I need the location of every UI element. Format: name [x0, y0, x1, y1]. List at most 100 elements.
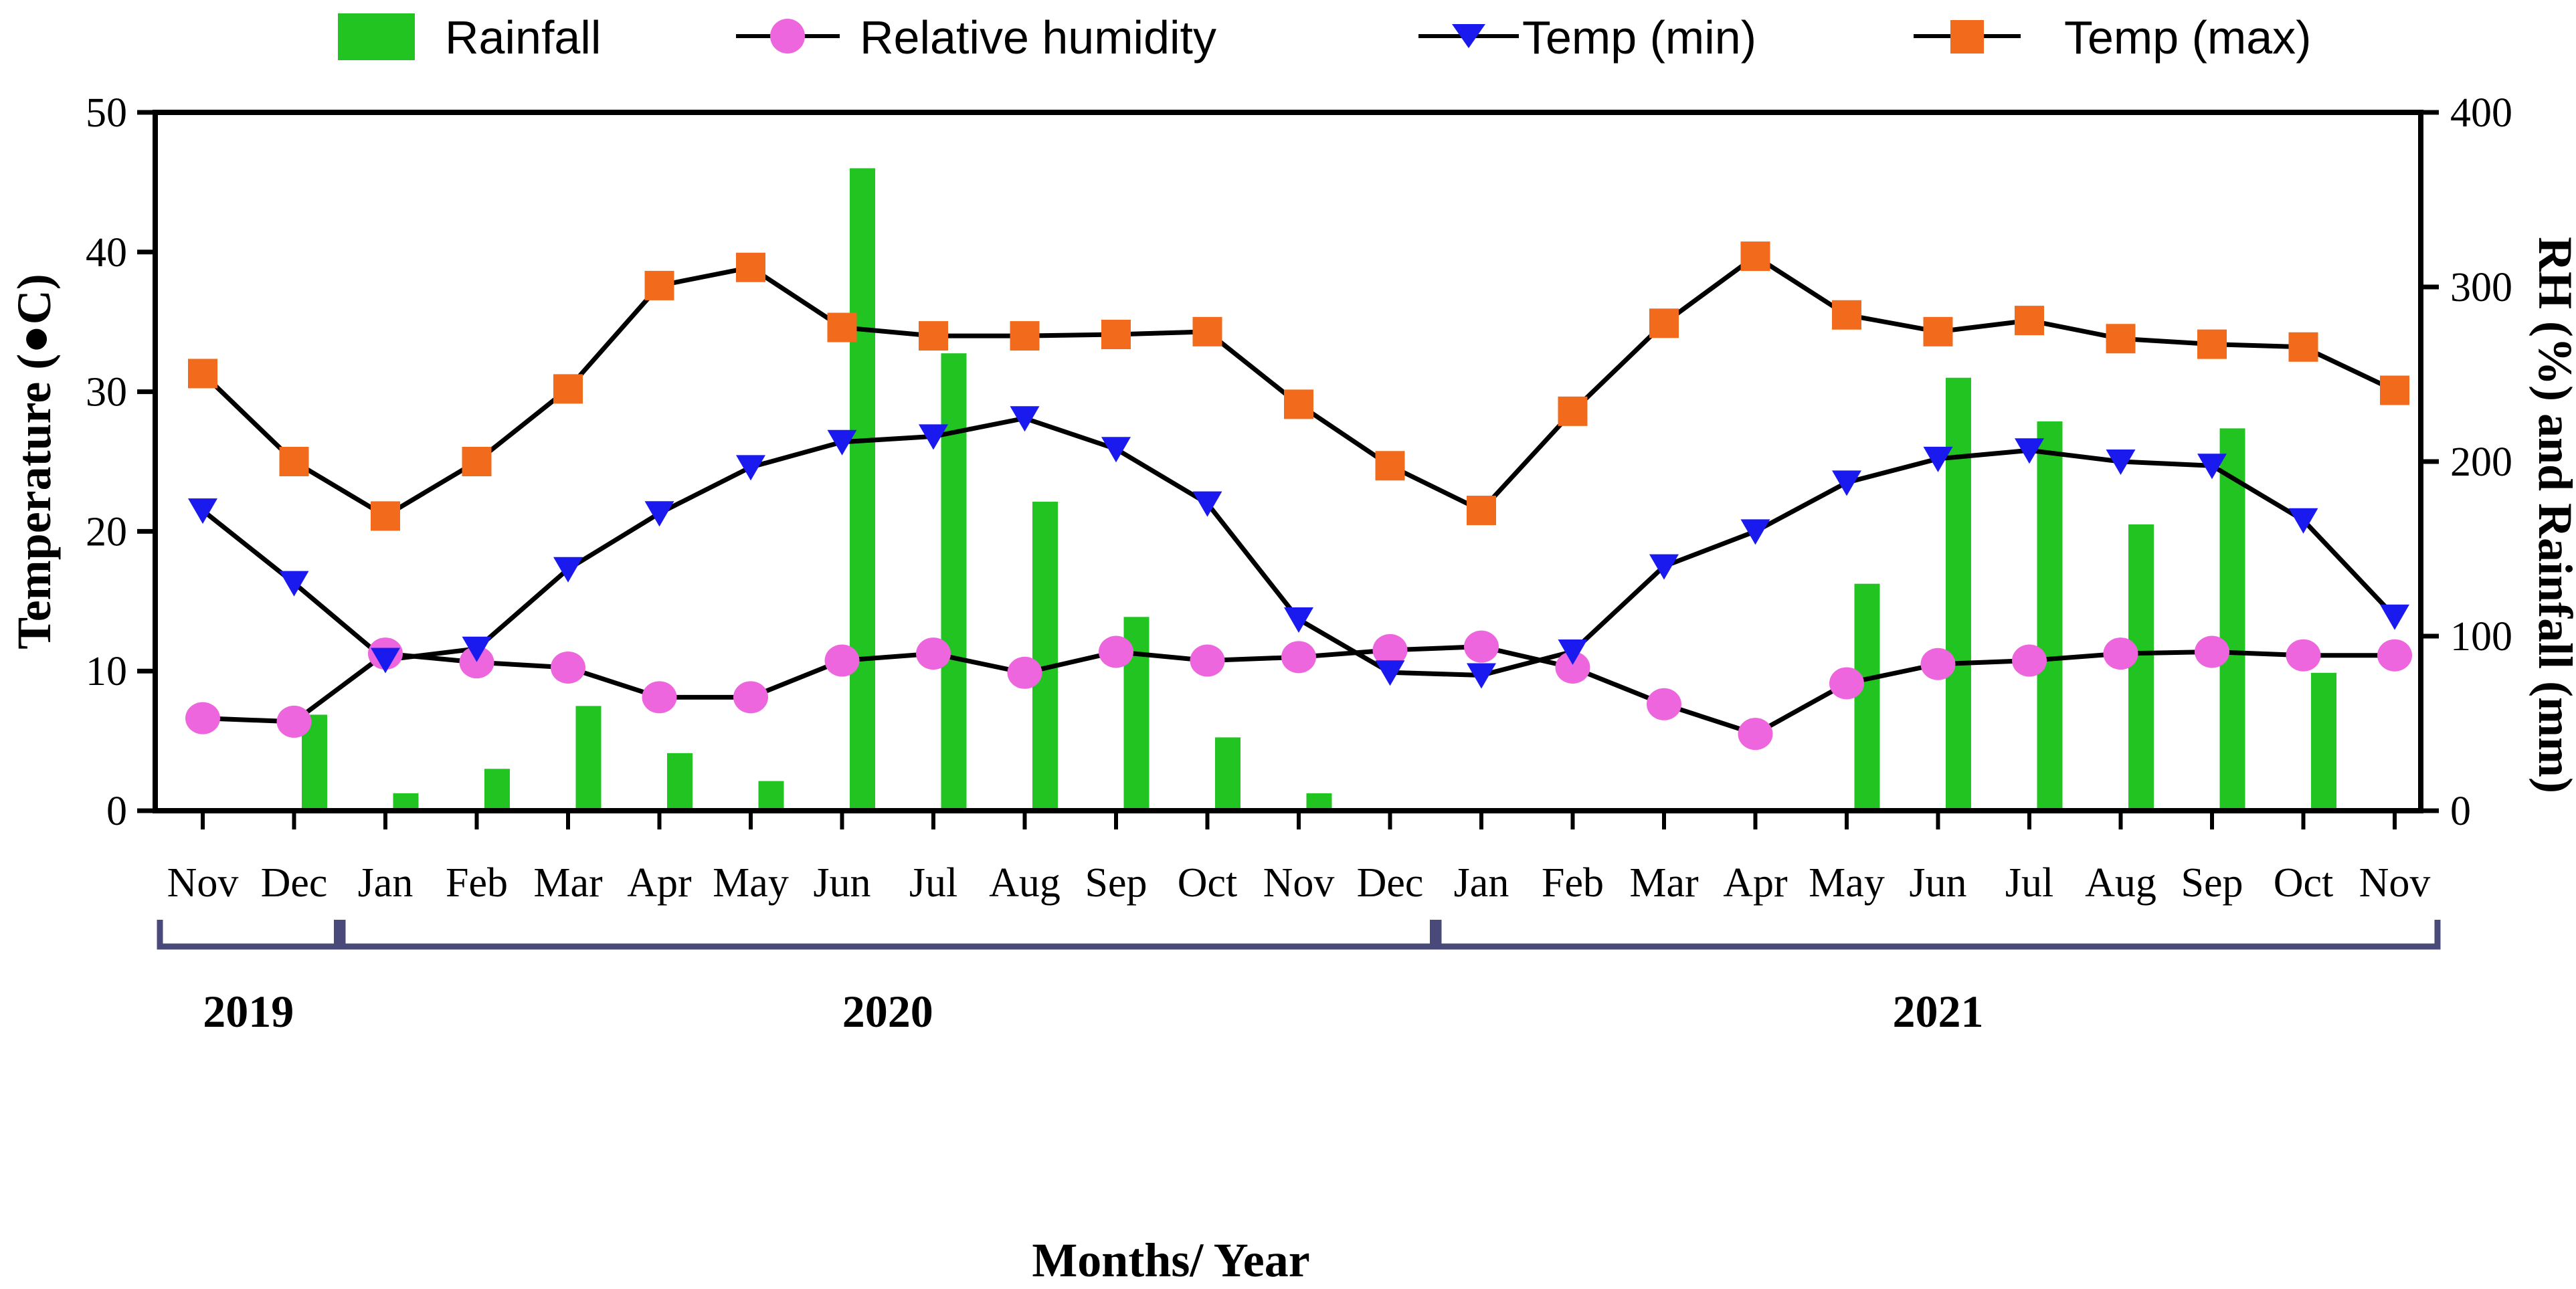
temp-min-point: [1923, 446, 1953, 472]
rainfall-bar: [1215, 737, 1240, 808]
y-axis-right-title: RH (%) and Rainfall (mm): [2528, 237, 2576, 793]
legend-tempmin-label: Temp (min): [1522, 11, 1756, 64]
humidity-point: [1007, 656, 1042, 689]
legend-tempmax-marker: [1950, 20, 1984, 54]
temp-min-point: [2106, 450, 2136, 475]
temp-min-point: [2288, 508, 2318, 534]
legend-rainfall-swatch: [338, 13, 415, 60]
temp-max-point: [2197, 329, 2227, 359]
month-label: Nov: [1263, 860, 1335, 906]
right-tick-label: 200: [2450, 439, 2512, 485]
month-label: May: [713, 860, 789, 906]
temp-max-point: [1832, 300, 1861, 330]
rainfall-bar: [2219, 428, 2245, 808]
month-label: Dec: [1357, 860, 1424, 906]
temp-max-point: [279, 447, 309, 476]
month-label: Nov: [2359, 860, 2431, 906]
humidity-point: [2377, 639, 2412, 672]
month-label: Sep: [2181, 860, 2243, 906]
month-label: Nov: [167, 860, 239, 906]
rainfall-bar: [393, 793, 419, 808]
year-label: 2019: [203, 986, 294, 1037]
humidity-point: [1099, 635, 1133, 668]
temp-max-point: [2015, 306, 2044, 336]
month-label: Jul: [909, 860, 957, 906]
temp-min-point: [188, 498, 217, 524]
temp-max-point: [919, 321, 948, 351]
month-label: Aug: [2085, 860, 2156, 906]
humidity-point: [2195, 635, 2229, 668]
year-bracket: [157, 920, 340, 950]
rainfall-bar: [2037, 421, 2063, 808]
month-label: Mar: [533, 860, 603, 906]
y-axis-left-title: Temperature (●C): [7, 274, 61, 649]
temp-min-point: [827, 429, 857, 456]
humidity-point: [551, 651, 585, 684]
temp-max-point: [1010, 321, 1040, 351]
temp-min-point: [1467, 663, 1496, 689]
month-label: Jul: [2005, 860, 2053, 906]
right-tick-label: 0: [2450, 789, 2471, 834]
rainfall-bar: [1306, 793, 1332, 808]
rainfall-bar: [1032, 502, 1058, 808]
rainfall-bar: [575, 706, 602, 808]
humidity-point: [916, 637, 951, 670]
rainfall-bar: [941, 353, 967, 808]
month-label: Jan: [1454, 860, 1509, 906]
legend-tempmax-label: Temp (max): [2064, 11, 2311, 64]
rainfall-bar: [850, 168, 875, 808]
humidity-point: [1464, 630, 1499, 663]
humidity-point: [2012, 644, 2047, 677]
left-ticks: 0 10 20 30 40 50: [86, 90, 155, 834]
right-tick-label: 400: [2450, 90, 2512, 136]
month-label: Apr: [627, 860, 692, 906]
temp-max-point: [553, 374, 583, 404]
temp-max-point: [1101, 319, 1131, 349]
temp-max-point: [462, 447, 492, 476]
temp-min-point: [1375, 660, 1405, 686]
year-label: 2020: [842, 986, 933, 1037]
month-label: Jun: [813, 860, 870, 906]
right-tick-label: 300: [2450, 265, 2512, 310]
temp-min-point: [2380, 604, 2409, 630]
month-label: Oct: [2274, 860, 2334, 906]
temp-min-point: [919, 424, 948, 450]
legend-tempmin-marker: [1452, 24, 1485, 48]
month-label: Aug: [989, 860, 1061, 906]
axes: [153, 110, 2423, 813]
rainfall-bar: [484, 769, 510, 808]
humidity-point: [824, 644, 860, 677]
temp-max-point: [1192, 316, 1222, 346]
temp-max-point: [188, 359, 217, 389]
month-label: Jan: [358, 860, 413, 906]
temp-max-point: [2288, 332, 2318, 362]
temp-max-point: [1558, 396, 1588, 426]
left-tick-label: 40: [86, 230, 127, 276]
temp-max-point: [736, 252, 765, 282]
temp-max-point: [1649, 308, 1679, 338]
temp-max-point: [1923, 316, 1953, 346]
rainfall-bars: [302, 168, 2336, 808]
temp-min-point: [2015, 438, 2044, 464]
month-label: Oct: [1178, 860, 1238, 906]
rainfall-bar: [1854, 583, 1880, 808]
humidity-point: [276, 705, 312, 738]
humidity-point: [2286, 639, 2321, 672]
temp-min-point: [279, 571, 309, 597]
temp-max-point: [371, 501, 400, 531]
right-tick-label: 100: [2450, 614, 2512, 660]
right-ticks: 0 100 200 300 400: [2421, 90, 2512, 834]
left-tick-label: 50: [86, 90, 127, 136]
temp-min-point: [736, 455, 765, 481]
temp-max-point: [2106, 324, 2136, 354]
temp-min-point: [553, 557, 583, 583]
x-axis-title: Months/ Year: [1032, 1233, 1309, 1287]
temp-min-point: [1192, 491, 1222, 517]
humidity-point: [1555, 651, 1590, 684]
humidity-point: [1920, 648, 1956, 680]
humidity-point: [2103, 637, 2138, 670]
temp-min-point: [1101, 437, 1131, 463]
rainfall-bar: [1946, 377, 1971, 808]
